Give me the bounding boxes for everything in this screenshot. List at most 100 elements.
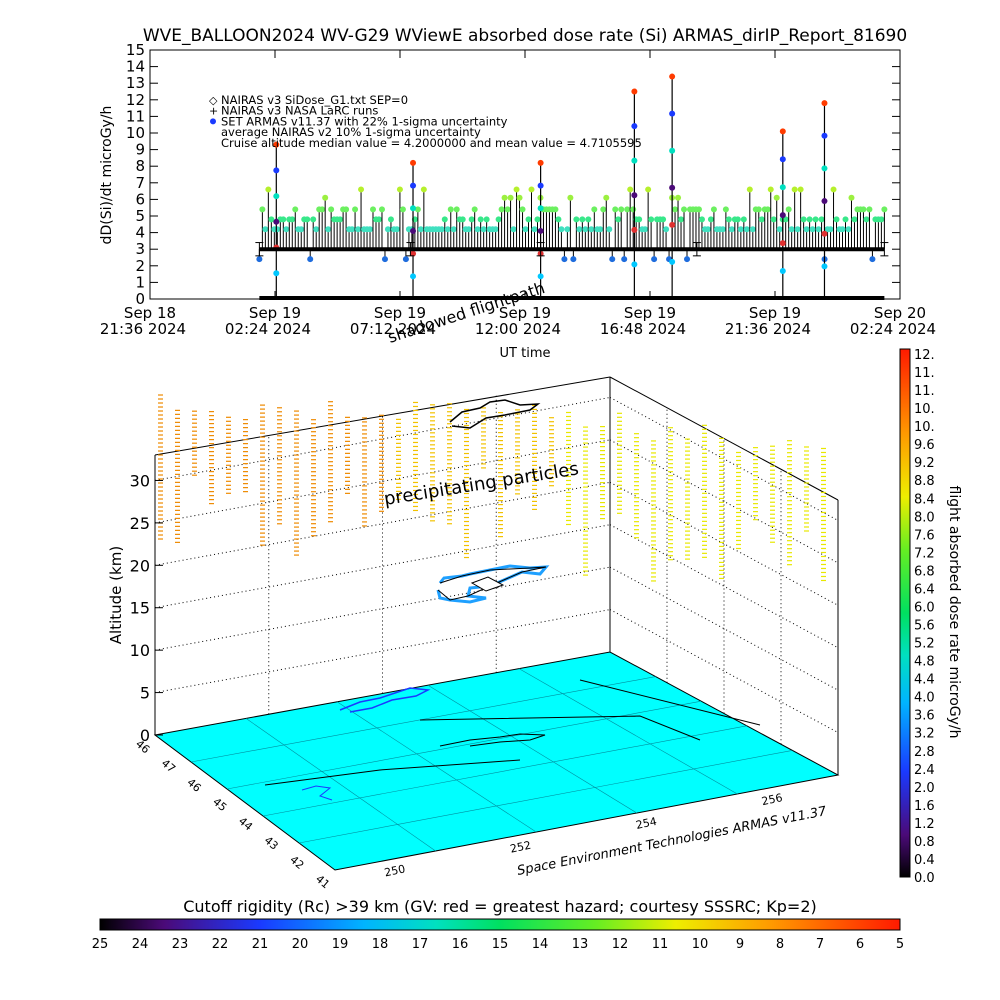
y-tick-label: 13 [126, 74, 145, 92]
rigidity-colorbar-ticks: 25 24 23 22 21 20 19 18 17 16 15 14 13 12 11 10 9 8 7 6 5 [92, 937, 904, 952]
rigidity-colorbar-tick-label: 7 [816, 937, 824, 952]
data-point [734, 216, 741, 223]
rigidity-colorbar [99, 918, 901, 931]
x-tick-date: Sep 19 [624, 304, 676, 322]
dose-colorbar-tick-label: 0.8 [914, 835, 935, 850]
data-point [310, 216, 317, 223]
data-point [501, 194, 508, 201]
data-point [809, 226, 816, 233]
dose-colorbar-tick-label: 11. [914, 366, 935, 381]
dose-colorbar-tick-label: 7.6 [914, 528, 935, 543]
data-point [609, 256, 616, 263]
chart-title: WVE_BALLOON2024 WV-G29 WViewE absorbed d… [143, 26, 907, 46]
data-point [453, 206, 460, 213]
spike-point [410, 227, 417, 234]
legend-text: NAIRAS v3 SiDose_G1.txt SEP=0 [221, 93, 408, 107]
dose-colorbar-tick-label: 1.6 [914, 799, 935, 814]
data-point [848, 194, 855, 201]
data-point [707, 216, 714, 223]
spike-point [779, 212, 786, 219]
data-point [869, 256, 876, 263]
data-point [806, 216, 813, 223]
data-point [627, 186, 634, 193]
data-point [298, 226, 305, 233]
spike-point [779, 240, 786, 247]
data-point [387, 216, 394, 223]
spike-point [669, 184, 676, 191]
data-point [396, 186, 403, 193]
rigidity-colorbar-tick-label: 21 [252, 937, 269, 952]
data-point [525, 216, 532, 223]
spike-point [669, 147, 676, 154]
x-tick-time: 02:24 2024 [225, 320, 311, 338]
spike-point [537, 205, 544, 212]
data-point [573, 216, 580, 223]
lat-tick-label: 43 [262, 834, 281, 853]
y-axis-label: dD(Si)/dt microGy/h [99, 106, 115, 245]
data-point [256, 256, 263, 263]
rigidity-colorbar-tick-label: 16 [452, 937, 469, 952]
data-point [582, 226, 589, 233]
spike-point [537, 227, 544, 234]
track-floor-2 [439, 733, 546, 747]
data-point [438, 226, 445, 233]
data-point [552, 206, 559, 213]
dose-series [255, 73, 889, 300]
data-point [262, 226, 269, 233]
altitude-axis: 0 5 10 15 20 25 30 [130, 471, 163, 745]
rigidity-colorbar-tick-label: 17 [412, 937, 429, 952]
x-tick-time: 12:00 2024 [475, 320, 561, 338]
x-tick-time: 02:24 2024 [850, 320, 936, 338]
spike-point [631, 226, 638, 233]
dose-colorbar-tick-label: 6.8 [914, 564, 935, 579]
y-tick-label: 14 [126, 58, 145, 76]
data-point [265, 186, 272, 193]
data-point [737, 226, 744, 233]
data-point [328, 206, 335, 213]
data-point [414, 206, 421, 213]
data-point [830, 186, 837, 193]
data-point [597, 226, 604, 233]
data-point [381, 256, 388, 263]
rigidity-colorbar-tick-label: 22 [212, 937, 229, 952]
data-point [378, 206, 385, 213]
z-tick-label: 15 [130, 599, 150, 618]
data-point [561, 256, 568, 263]
data-point [743, 226, 750, 233]
data-point [375, 216, 382, 223]
data-point [863, 216, 870, 223]
precipitating-particles-annotation: precipitating particles [382, 458, 580, 510]
data-point [343, 206, 350, 213]
z-tick-label: 5 [140, 684, 150, 703]
data-point [818, 216, 825, 223]
y-tick-label: 1 [135, 273, 145, 291]
y-tick-label: 12 [126, 91, 145, 109]
spike-point [273, 141, 280, 148]
floor-grid [427, 684, 637, 814]
spike-point [631, 157, 638, 164]
data-point [827, 226, 834, 233]
y-tick-label: 6 [135, 190, 145, 208]
rigidity-colorbar-tick-label: 18 [372, 937, 389, 952]
precipitating-particles-marks [158, 394, 826, 582]
data-point [319, 206, 326, 213]
data-point [585, 216, 592, 223]
track-shadow-top [449, 399, 541, 429]
data-point [564, 226, 571, 233]
data-point [636, 216, 643, 223]
data-point [358, 186, 365, 193]
x-tick-time: 21:36 2024 [100, 320, 186, 338]
spike-point [779, 128, 786, 135]
data-point [370, 206, 377, 213]
data-point [519, 206, 526, 213]
data-point [528, 186, 535, 193]
y-tick-label: 11 [126, 107, 145, 125]
y-tick-label: 15 [126, 41, 145, 59]
x-tick-time: 07:12 2024 [350, 320, 436, 338]
longitude-axis: 250 252 254 256 [383, 791, 783, 879]
data-point [624, 206, 631, 213]
data-point [588, 226, 595, 233]
data-point [468, 216, 475, 223]
rigidity-colorbar-tick-label: 5 [896, 937, 904, 952]
